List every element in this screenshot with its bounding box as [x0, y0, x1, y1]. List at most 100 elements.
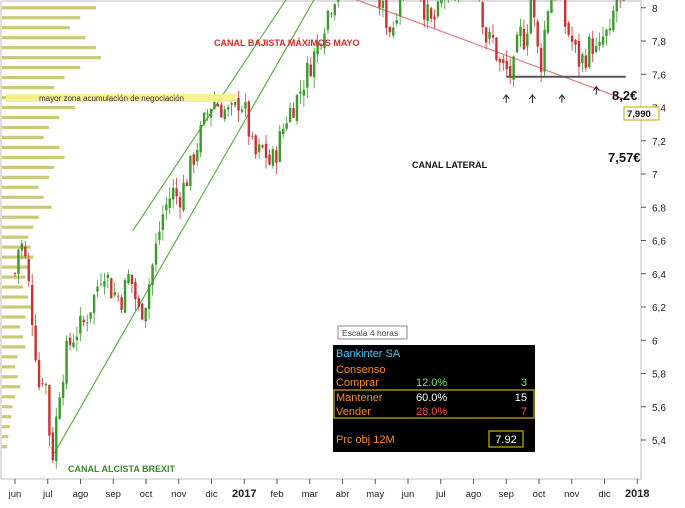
candle-body: [264, 143, 268, 158]
candle-body: [103, 281, 106, 287]
candle-body: [588, 36, 591, 68]
candle-body: [209, 109, 213, 118]
candle-body: [615, 0, 618, 12]
y-tick-label: 6: [652, 336, 658, 347]
candle-body: [51, 432, 55, 461]
candle-body: [24, 246, 27, 257]
candle-body: [158, 231, 161, 240]
volume-bar: [2, 405, 13, 409]
volume-bar: [2, 125, 49, 130]
candle-body: [168, 198, 171, 208]
candle-body: [55, 416, 58, 462]
candle-body: [550, 0, 553, 14]
volume-bar: [2, 325, 21, 329]
x-tick-label: nov: [564, 489, 580, 500]
row-hold-label: Mantener: [336, 392, 383, 404]
row-hold-count: 15: [515, 392, 527, 404]
info-title: Bankinter SA: [336, 348, 401, 360]
candle-body: [278, 131, 281, 162]
candle-body: [123, 279, 127, 313]
candle-body: [44, 383, 48, 386]
candle-body: [254, 135, 257, 155]
candle-body: [601, 36, 605, 45]
x-tick-label: ago: [466, 489, 482, 500]
x-tick-label: oct: [140, 489, 153, 500]
candle-body: [564, 0, 567, 27]
x-tick-label: 2018: [625, 488, 649, 500]
x-tick-label: abr: [336, 489, 350, 500]
candle-body: [398, 0, 402, 17]
candle-body: [182, 182, 185, 211]
candle-body: [536, 21, 539, 47]
candle-body: [192, 154, 196, 165]
candles: [13, 0, 625, 469]
candle-body: [120, 297, 123, 310]
candle-body: [137, 298, 140, 307]
candle-body: [171, 187, 175, 200]
up-arrow-head: [529, 94, 536, 100]
candle-body: [495, 37, 498, 61]
candle-body: [230, 103, 233, 105]
x-tick-label: jun: [401, 489, 415, 500]
candle-body: [82, 319, 85, 323]
candle-body: [316, 42, 319, 55]
candle-body: [199, 124, 202, 153]
candle-body: [288, 107, 292, 122]
x-tick-label: dic: [598, 489, 610, 500]
last-price-value: 7,990: [627, 109, 651, 120]
x-tick-label: may: [366, 489, 384, 500]
y-tick-label: 7: [652, 170, 658, 181]
y-tick-label: 6,8: [652, 203, 666, 214]
support-label: 7,57€: [608, 150, 641, 165]
candle-body: [99, 283, 103, 285]
volume-bar: [2, 75, 65, 80]
candle-body: [330, 13, 333, 15]
candle-body: [206, 113, 209, 115]
candle-body: [130, 274, 134, 285]
x-tick-label: jul: [435, 489, 446, 500]
volume-bar: [2, 225, 34, 229]
volume-bar: [2, 395, 16, 399]
up-arrow-head: [592, 85, 600, 91]
candle-body: [319, 44, 323, 47]
candle-body: [151, 264, 154, 286]
candle-body: [584, 55, 588, 68]
candle-body: [570, 35, 574, 42]
candle-body: [567, 23, 570, 35]
volume-bar: [2, 355, 18, 359]
volume-bar: [2, 425, 10, 429]
candle-body: [333, 4, 337, 16]
candle-body: [61, 382, 65, 399]
row-sell-count: 7: [521, 406, 527, 418]
volume-bar: [2, 375, 18, 379]
candle-body: [594, 45, 598, 52]
resistance-label: 8,2€: [612, 88, 637, 103]
candle-body: [323, 33, 326, 49]
candle-body: [30, 284, 34, 325]
info-consensus-label: Consenso: [336, 364, 386, 376]
candle-body: [116, 295, 120, 297]
candle-body: [127, 273, 130, 284]
volume-bar: [2, 66, 81, 70]
candle-body: [598, 41, 601, 46]
candle-body: [591, 38, 594, 54]
volume-bar: [2, 315, 26, 319]
candle-body: [378, 0, 381, 8]
candle-body: [285, 123, 288, 129]
candle-body: [220, 104, 223, 118]
volume-bar: [2, 135, 44, 140]
volume-bar: [2, 215, 39, 219]
candle-body: [326, 10, 330, 30]
volume-zone-label: mayor zona acumulación de negociación: [39, 94, 184, 103]
volume-bar: [2, 115, 60, 120]
scale-label-box: [337, 325, 408, 340]
pivot-arrows: [502, 85, 600, 103]
y-axis-ticks: 8,88,68,48,287,87,67,47,276,86,66,46,265…: [641, 4, 666, 447]
candle-body: [271, 149, 275, 166]
scale-label: Escala 4 horas: [342, 328, 398, 338]
candle-body: [388, 27, 392, 33]
row-buy-count: 3: [521, 377, 527, 389]
row-buy-pct: 12.0%: [416, 377, 447, 389]
y-tick-label: 5,8: [652, 370, 666, 381]
